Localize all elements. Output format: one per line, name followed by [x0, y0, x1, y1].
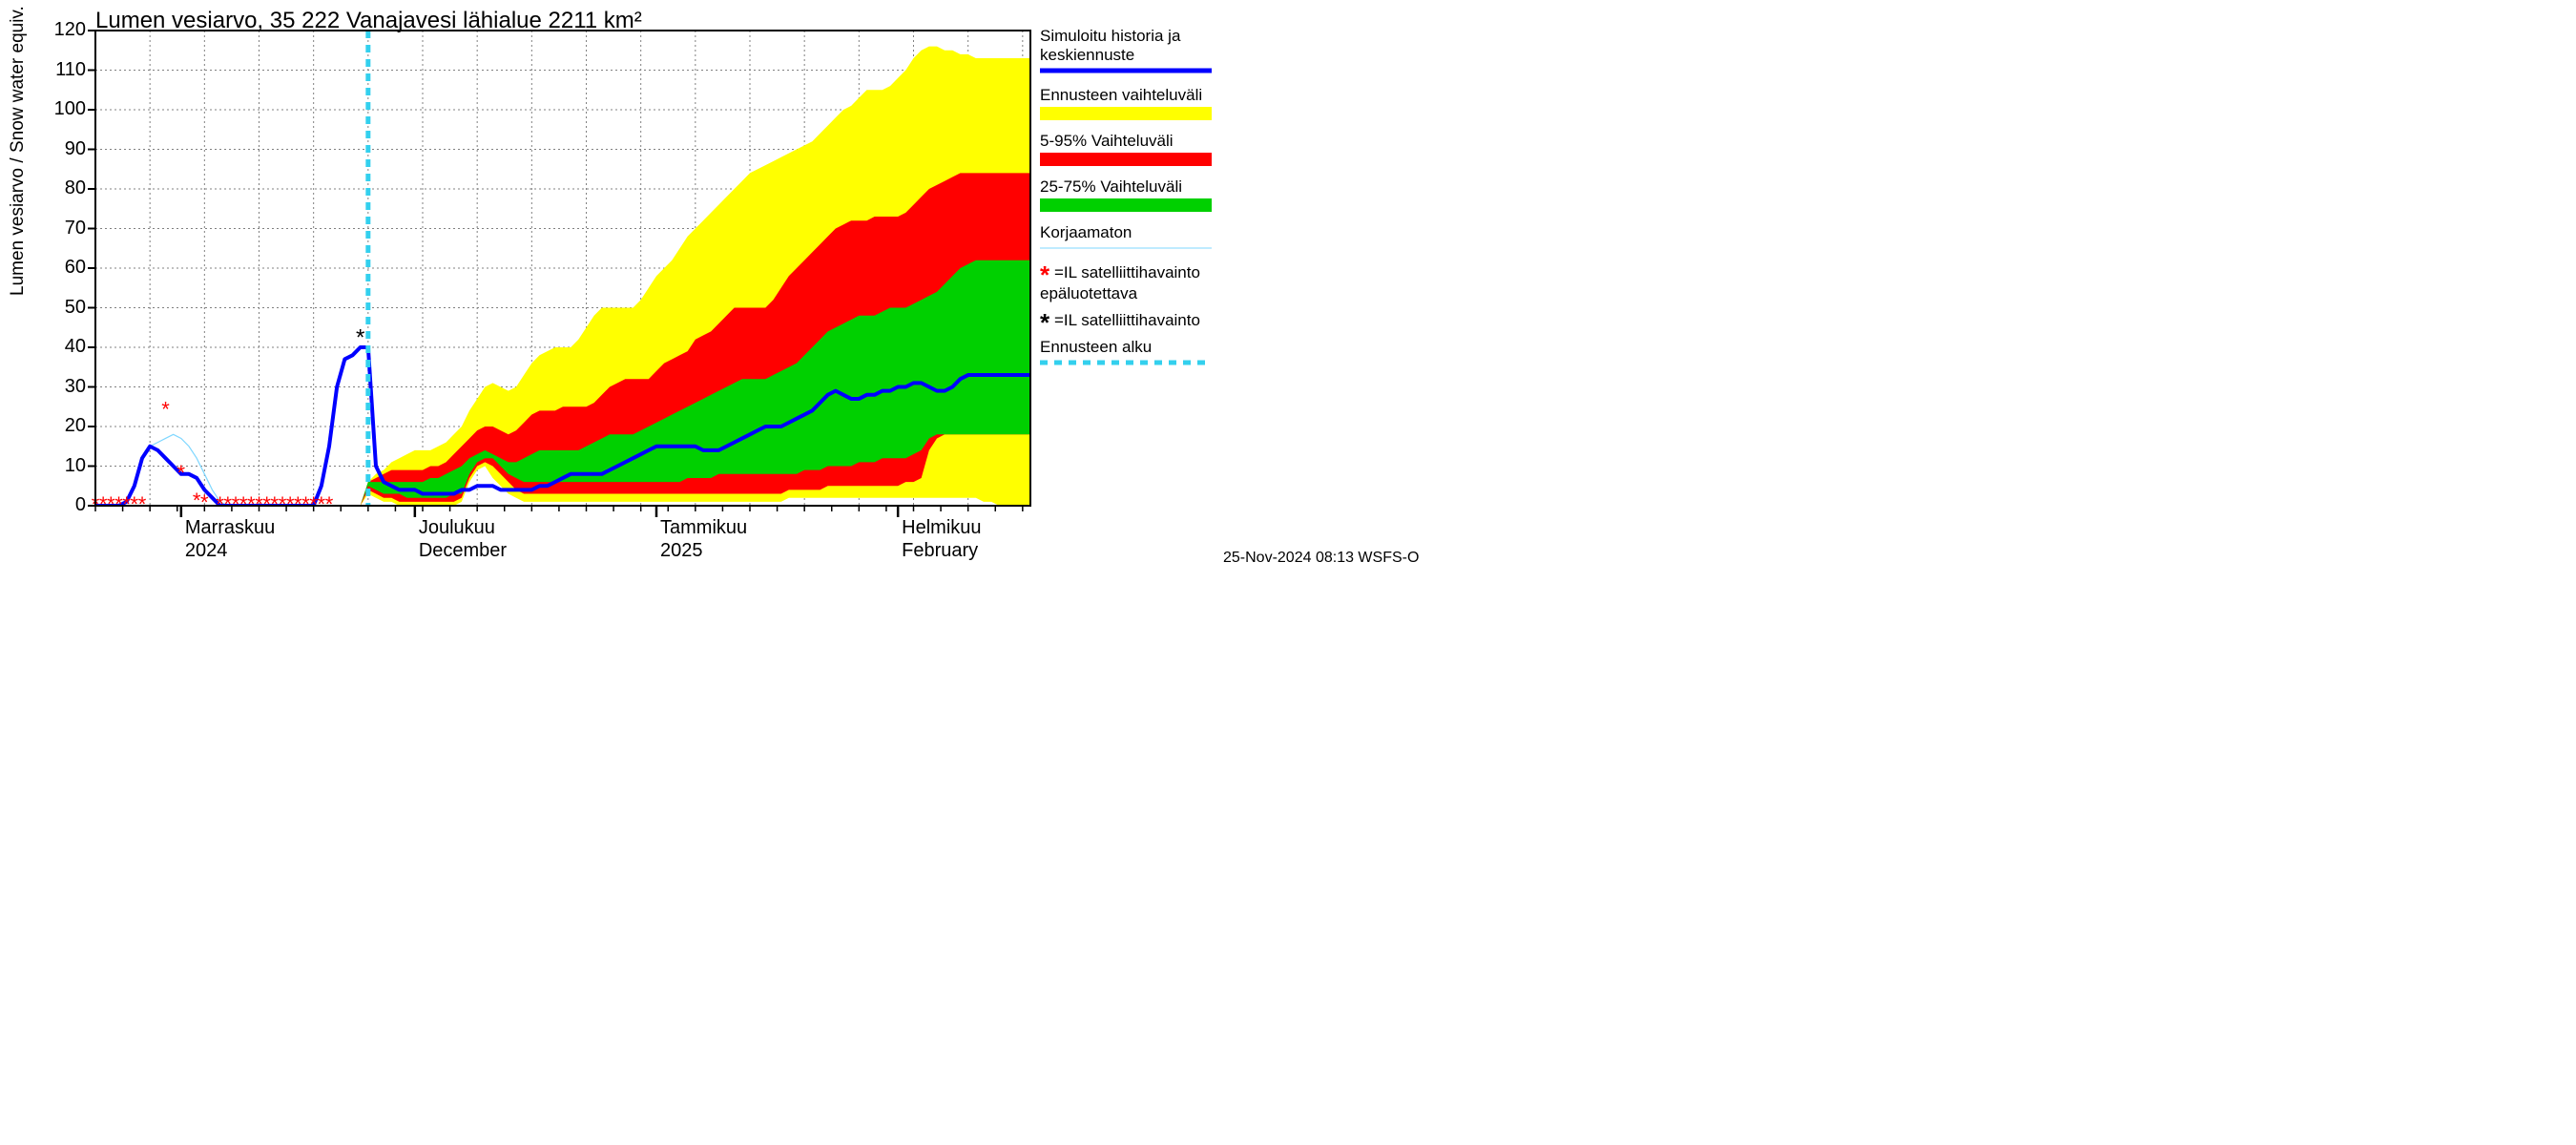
legend-label: 5-95% Vaihteluväli — [1040, 132, 1174, 151]
chart-canvas: *************************** — [0, 0, 1449, 587]
y-tick-label: 60 — [40, 257, 86, 279]
x-month-sublabel: December — [419, 540, 507, 562]
y-tick-label: 120 — [40, 19, 86, 41]
y-tick-label: 0 — [40, 494, 86, 516]
legend-label: Simuloitu historia ja — [1040, 27, 1180, 46]
y-tick-label: 20 — [40, 415, 86, 437]
legend-label: 25-75% Vaihteluväli — [1040, 177, 1182, 197]
x-month-sublabel: February — [902, 540, 978, 562]
legend-label: keskiennuste — [1040, 46, 1134, 65]
legend-label: =IL satelliittihavainto — [1054, 311, 1200, 330]
legend-label: =IL satelliittihavainto — [1054, 263, 1200, 282]
x-month-label: Joulukuu — [419, 517, 495, 539]
y-tick-label: 80 — [40, 177, 86, 199]
svg-text:*: * — [325, 492, 334, 516]
y-tick-label: 50 — [40, 297, 86, 319]
y-tick-label: 30 — [40, 376, 86, 398]
x-month-sublabel: 2024 — [185, 540, 228, 562]
legend-label: Korjaamaton — [1040, 223, 1132, 242]
y-tick-label: 90 — [40, 138, 86, 160]
legend-label: epäluotettava — [1040, 284, 1137, 303]
x-month-sublabel: 2025 — [660, 540, 703, 562]
y-tick-label: 110 — [40, 59, 86, 81]
svg-text:*: * — [138, 492, 147, 516]
y-tick-label: 10 — [40, 455, 86, 477]
x-month-label: Marraskuu — [185, 517, 275, 539]
svg-text:*: * — [161, 397, 170, 421]
svg-text:*: * — [356, 325, 364, 351]
y-tick-label: 70 — [40, 218, 86, 239]
legend-marker: * — [1040, 308, 1049, 338]
x-month-label: Tammikuu — [660, 517, 747, 539]
x-month-label: Helmikuu — [902, 517, 981, 539]
svg-text:*: * — [177, 461, 186, 485]
legend-label: Ennusteen vaihteluväli — [1040, 86, 1202, 105]
y-tick-label: 100 — [40, 98, 86, 120]
legend-label: Ennusteen alku — [1040, 338, 1152, 357]
y-tick-label: 40 — [40, 336, 86, 358]
